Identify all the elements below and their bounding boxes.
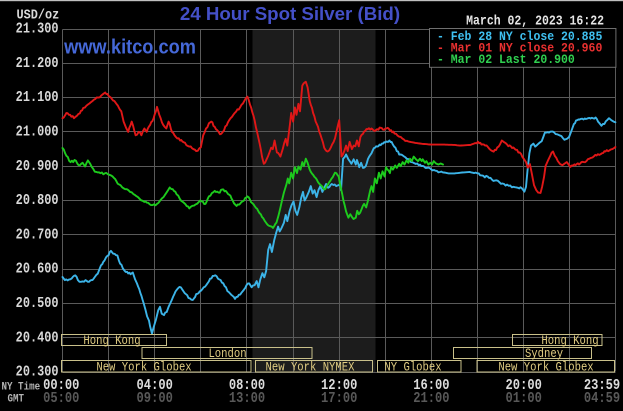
svg-text:12:00: 12:00 (321, 378, 357, 394)
svg-text:Sydney: Sydney (525, 347, 563, 361)
svg-text:05:00: 05:00 (43, 391, 79, 407)
svg-text:13:00: 13:00 (229, 391, 265, 407)
svg-text:21.300: 21.300 (16, 21, 59, 37)
svg-text:NY Time: NY Time (2, 381, 41, 394)
svg-text:- Mar 02 Last 20.900: - Mar 02 Last 20.900 (437, 52, 575, 67)
svg-text:00:00: 00:00 (43, 378, 79, 394)
svg-text:21.200: 21.200 (16, 55, 59, 71)
svg-text:London: London (208, 347, 246, 361)
svg-text:Hong Kong: Hong Kong (541, 334, 598, 348)
svg-text:08:00: 08:00 (229, 378, 265, 394)
svg-text:21:00: 21:00 (413, 391, 449, 407)
svg-text:01:00: 01:00 (506, 391, 542, 407)
svg-text:09:00: 09:00 (137, 391, 173, 407)
svg-text:17:00: 17:00 (321, 391, 357, 407)
svg-text:20.900: 20.900 (16, 158, 59, 174)
svg-text:04:59: 04:59 (584, 391, 620, 407)
svg-text:March 02, 2023 16:22: March 02, 2023 16:22 (466, 14, 604, 29)
svg-text:New York Globex: New York Globex (498, 361, 593, 375)
svg-text:20.400: 20.400 (16, 329, 59, 345)
svg-text:24 Hour Spot Silver (Bid): 24 Hour Spot Silver (Bid) (180, 3, 400, 24)
svg-text:20.300: 20.300 (16, 364, 59, 380)
svg-text:New York Globex: New York Globex (96, 361, 191, 375)
svg-text:Hong Kong: Hong Kong (83, 334, 140, 348)
svg-text:GMT: GMT (8, 394, 25, 406)
svg-text:04:00: 04:00 (137, 378, 173, 394)
svg-text:- Feb 28 NY close 20.885: - Feb 28 NY close 20.885 (437, 29, 602, 44)
svg-text:23:59: 23:59 (584, 378, 620, 394)
svg-text:21.100: 21.100 (16, 89, 59, 105)
svg-text:New York NYMEX: New York NYMEX (266, 361, 355, 375)
svg-text:NY Globex: NY Globex (384, 361, 441, 375)
svg-text:20.600: 20.600 (16, 261, 59, 277)
svg-text:- Mar 01 NY close 20.960: - Mar 01 NY close 20.960 (437, 41, 602, 56)
svg-text:16:00: 16:00 (413, 378, 449, 394)
svg-text:20:00: 20:00 (506, 378, 542, 394)
svg-text:20.500: 20.500 (16, 295, 59, 311)
svg-text:21.000: 21.000 (16, 123, 59, 139)
svg-text:20.700: 20.700 (16, 226, 59, 242)
svg-text:USD/oz: USD/oz (17, 7, 60, 23)
svg-text:20.800: 20.800 (16, 192, 59, 208)
svg-text:www.kitco.com: www.kitco.com (63, 37, 196, 59)
